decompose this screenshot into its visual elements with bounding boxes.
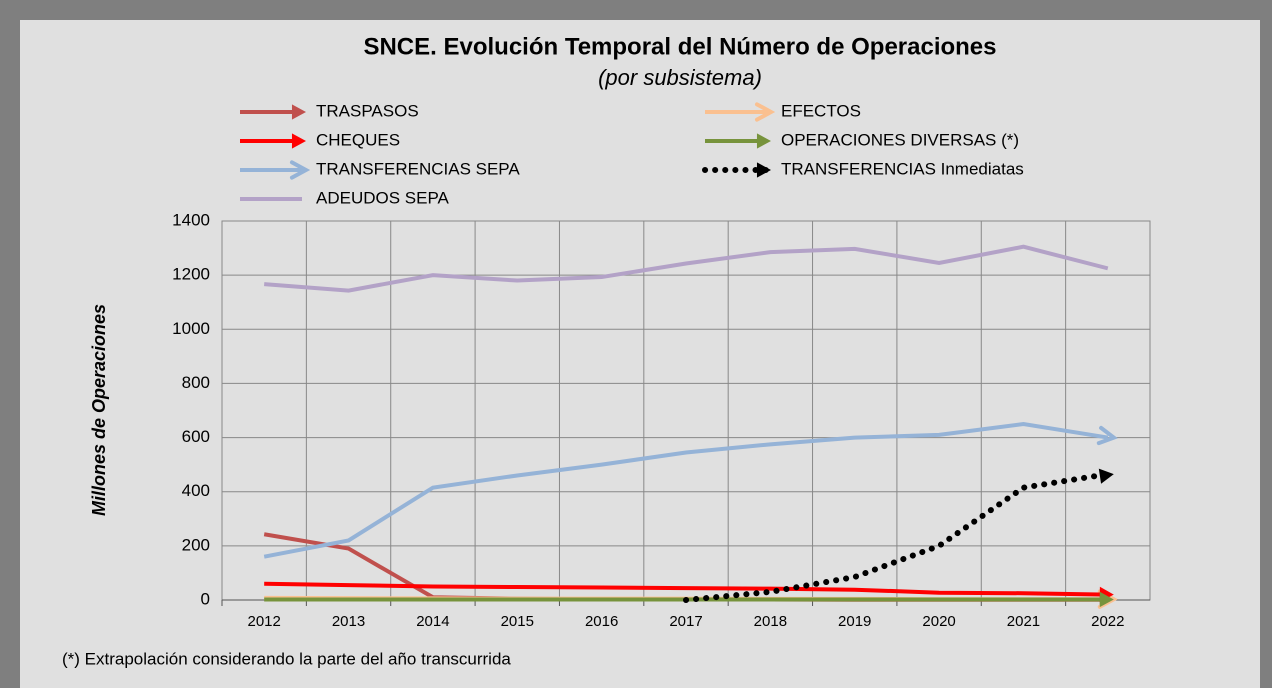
x-tick-label: 2016 <box>585 613 618 630</box>
y-tick-label: 1400 <box>172 210 210 229</box>
chart-title: SNCE. Evolución Temporal del Número de O… <box>363 33 996 60</box>
series-line <box>683 471 1111 603</box>
legend-arrow <box>754 102 776 122</box>
legend-arrow <box>756 133 771 149</box>
x-tick-label: 2020 <box>922 613 955 630</box>
series-arrow <box>1096 425 1118 446</box>
y-tick-label: 800 <box>182 373 210 392</box>
chart-subtitle: (por subsistema) <box>598 65 762 90</box>
legend-arrow <box>291 104 306 120</box>
legend-label: TRANSFERENCIAS Inmediatas <box>781 159 1024 178</box>
legend-label: OPERACIONES DIVERSAS (*) <box>781 130 1019 149</box>
y-tick-label: 1200 <box>172 265 210 284</box>
legend-arrow <box>756 162 771 178</box>
y-tick-label: 0 <box>201 589 210 608</box>
y-tick-label: 1000 <box>172 319 210 338</box>
legend-label: CHEQUES <box>316 130 400 149</box>
footnote: (*) Extrapolación considerando la parte … <box>62 649 511 668</box>
series-arrow <box>1099 591 1114 608</box>
x-tick-label: 2022 <box>1091 613 1124 630</box>
legend-label: TRASPASOS <box>316 101 419 120</box>
series-arrow <box>1098 468 1114 484</box>
x-tick-label: 2017 <box>669 613 702 630</box>
background <box>20 20 1260 688</box>
legend-label: TRANSFERENCIAS SEPA <box>316 159 520 178</box>
legend-arrow <box>289 160 311 180</box>
y-tick-label: 400 <box>182 481 210 500</box>
legend-label: ADEUDOS SEPA <box>316 188 450 207</box>
x-tick-label: 2014 <box>416 613 449 630</box>
y-tick-label: 200 <box>182 535 210 554</box>
y-axis-label: Millones de Operaciones <box>89 304 109 516</box>
legend-arrow <box>291 133 306 149</box>
series-line <box>264 244 1109 293</box>
x-tick-label: 2012 <box>247 613 280 630</box>
x-tick-label: 2018 <box>754 613 787 630</box>
x-tick-label: 2013 <box>332 613 365 630</box>
x-tick-label: 2019 <box>838 613 871 630</box>
series-line <box>264 581 1108 597</box>
x-tick-label: 2021 <box>1007 613 1040 630</box>
x-tick-label: 2015 <box>501 613 534 630</box>
y-tick-label: 600 <box>182 427 210 446</box>
series-line <box>263 422 1109 559</box>
legend-label: EFECTOS <box>781 101 861 120</box>
